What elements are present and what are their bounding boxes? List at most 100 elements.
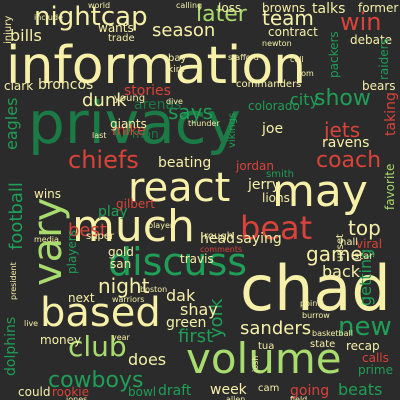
word-boston: boston — [140, 285, 168, 294]
word-stafford: stafford — [228, 53, 259, 62]
word-chiefs: chiefs — [68, 146, 139, 174]
word-show: show — [314, 86, 371, 111]
word-best: best — [68, 220, 107, 241]
word-travis: travis — [180, 252, 214, 266]
word-burrow: burrow — [302, 311, 330, 320]
word-dolphins: dolphins — [3, 316, 19, 376]
word-newton: newton — [262, 39, 292, 48]
word-jordan: jordan — [236, 159, 274, 173]
word-packers: packers — [327, 31, 341, 78]
word-jones: jones — [66, 395, 88, 400]
word-tua: tua — [258, 341, 275, 352]
word-josh: josh — [251, 355, 260, 372]
word-rough: rough — [204, 231, 234, 242]
word-favorite: favorite — [383, 163, 397, 210]
word-thunder: thunder — [188, 119, 220, 128]
word-bills: bills — [10, 26, 42, 45]
word-allen: allen — [226, 395, 246, 400]
word-week: week — [210, 382, 247, 398]
word-player: player — [148, 221, 174, 230]
word-volume: volume — [186, 334, 342, 383]
word-president: president — [9, 262, 18, 300]
word-bowl: bowl — [128, 385, 157, 399]
word-shay: shay — [180, 300, 218, 319]
word-back: back — [322, 262, 361, 281]
word-nightcap: nightcap — [34, 2, 148, 32]
word-raiders: raiders — [377, 38, 391, 80]
word-game: game — [306, 242, 363, 266]
word-young: young — [114, 93, 146, 104]
word-mike: mike — [112, 123, 146, 139]
word-much: much — [72, 201, 195, 252]
word-points: points — [300, 299, 325, 308]
word-based: based — [40, 290, 161, 336]
word-san: san — [110, 257, 132, 271]
word-money: money — [40, 333, 82, 347]
word-going: going — [290, 383, 330, 399]
word-former: former — [358, 1, 399, 15]
word-ravens: ravens — [322, 135, 370, 151]
word-discuss: discuss — [108, 240, 248, 284]
word-does: does — [128, 350, 167, 369]
word-warriors: warriors — [112, 295, 145, 304]
word-first: first — [178, 326, 214, 347]
word-basketball: basketball — [312, 329, 353, 338]
word-talks: talks — [312, 1, 346, 17]
word-viral: viral — [356, 237, 383, 251]
word-clark: clark — [4, 79, 34, 93]
word-contract: contract — [268, 25, 318, 39]
word-play: play — [98, 204, 128, 220]
word-bay: bay — [168, 53, 187, 64]
word-injury: injury — [3, 15, 14, 44]
word-later: later — [196, 2, 247, 27]
word-top: top — [348, 216, 381, 240]
word-beat: beat — [240, 209, 313, 247]
word-football: football — [6, 182, 27, 250]
word-state: state — [310, 339, 336, 350]
word-debate: debate — [350, 33, 393, 47]
word-upset: upset — [335, 234, 346, 262]
word-loss: loss — [218, 1, 242, 15]
word-chad: chad — [240, 252, 391, 325]
word-beats: beats — [338, 380, 383, 399]
word-wins: wins — [34, 187, 62, 201]
word-eagles: eagles — [2, 97, 21, 150]
word-saying: saying — [236, 231, 282, 247]
word-gold: gold — [108, 245, 134, 259]
word-stories: stories — [124, 83, 171, 99]
word-media: media — [34, 235, 59, 244]
word-last: last — [92, 131, 107, 140]
word-team: team — [262, 6, 314, 30]
word-joe: joe — [262, 121, 284, 137]
word-jets: jets — [324, 118, 361, 142]
word-colorado: colorado — [248, 99, 300, 113]
word-could: could — [18, 385, 51, 399]
word-beating: beating — [158, 155, 212, 171]
word-giants: giants — [110, 117, 147, 131]
word-year: year — [112, 333, 130, 342]
word-players: players — [65, 230, 79, 274]
word-man: man — [132, 127, 159, 141]
word-information: information — [6, 36, 307, 96]
word-star: star — [354, 251, 374, 262]
word-kirk: kirk — [168, 65, 185, 75]
word-cam: cam — [258, 383, 280, 394]
word-says: says — [168, 100, 213, 124]
word-green: green — [166, 315, 207, 331]
word-smith: smith — [266, 169, 294, 180]
word-cowboys: cowboys — [48, 368, 144, 393]
word-jerry: jerry — [248, 177, 281, 193]
word-recap: recap — [346, 339, 380, 353]
word-head: head — [200, 231, 235, 247]
word-field: field — [290, 395, 308, 400]
word-taking: taking — [383, 92, 399, 136]
word-gilbert: gilbert — [116, 197, 155, 211]
word-may: may — [272, 166, 368, 217]
word-prime: prime — [358, 363, 393, 377]
word-night: night — [98, 274, 150, 298]
word-broncos: broncos — [38, 77, 94, 93]
word-hall: hall — [340, 237, 359, 248]
word-coll: coll — [290, 55, 304, 64]
word-calling: calling — [176, 1, 203, 10]
word-vikings: vikings — [227, 112, 238, 148]
